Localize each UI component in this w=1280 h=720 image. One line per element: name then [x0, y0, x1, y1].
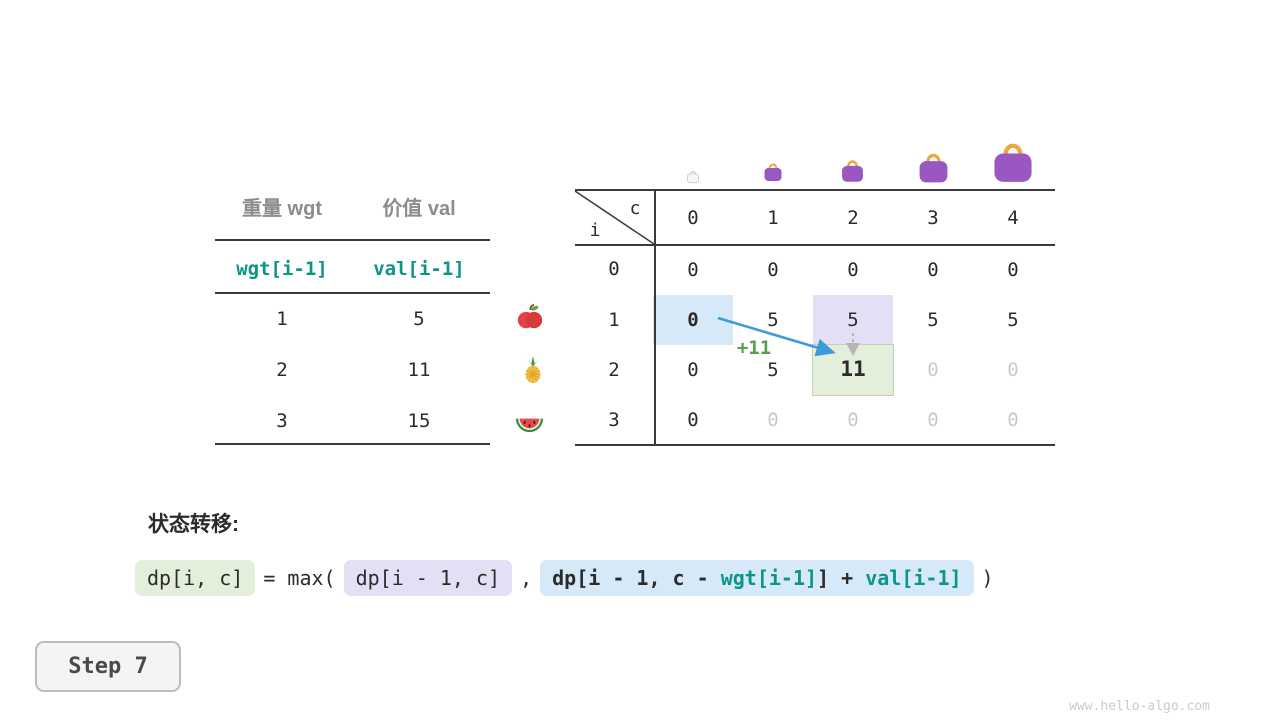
- items-table-bottom-rule: [215, 443, 490, 445]
- dp-row-header: 3: [608, 409, 620, 431]
- formula-lhs: dp[i, c]: [135, 560, 256, 596]
- item-row-val: 15: [407, 410, 431, 432]
- dp-cell-source-left: 0: [687, 309, 699, 331]
- dp-col-header: 1: [767, 207, 779, 229]
- dp-cell: 0: [1007, 409, 1019, 431]
- formula-take-prefix: dp[i - 1, c -: [552, 566, 721, 590]
- dp-cell: 5: [767, 359, 779, 381]
- item-row-val: 5: [413, 308, 425, 330]
- formula-take-mid: ] +: [817, 566, 866, 590]
- corner-row-label: i: [589, 220, 601, 241]
- formula-separator: ,: [520, 566, 533, 590]
- pineapple-icon: [525, 356, 541, 384]
- step-label: Step 7: [68, 654, 148, 679]
- bag-large-icon: [919, 153, 948, 183]
- dp-col-header: 0: [687, 207, 699, 229]
- dp-cell: 5: [927, 309, 939, 331]
- dp-table-vertical-rule: [654, 189, 656, 446]
- item-row-wgt: 1: [276, 308, 288, 330]
- dp-cell: 5: [1007, 309, 1019, 331]
- dp-col-header: 2: [847, 207, 859, 229]
- bag-xlarge-icon: [994, 143, 1032, 182]
- dp-cell: 0: [847, 409, 859, 431]
- transition-formula: dp[i, c] = max( dp[i - 1, c] , dp[i - 1,…: [135, 560, 994, 596]
- items-col-header-val: 价值 val: [382, 198, 456, 220]
- formula-option-take: dp[i - 1, c - wgt[i-1]] + val[i-1]: [540, 560, 974, 596]
- formula-close-paren: ): [981, 566, 994, 590]
- watermark: www.hello-algo.com: [1069, 699, 1210, 714]
- items-table-header-rule: [215, 239, 490, 241]
- dp-cell: 0: [1007, 259, 1019, 281]
- watermelon-icon: [515, 418, 544, 433]
- dp-cell: 0: [927, 409, 939, 431]
- step-badge: Step 7: [35, 641, 181, 692]
- corner-col-label: c: [629, 198, 641, 219]
- items-formula-val: val[i-1]: [373, 258, 465, 280]
- dp-cell-current: 11: [840, 357, 866, 381]
- items-formula-wgt: wgt[i-1]: [236, 258, 328, 280]
- formula-take-wgt: wgt[i-1]: [720, 566, 818, 590]
- transfer-annotation: +11: [736, 337, 772, 359]
- dp-row-header: 0: [608, 258, 620, 280]
- items-table-mid-rule: [215, 292, 490, 294]
- dp-cell: 0: [927, 359, 939, 381]
- formula-take-val: val[i-1]: [865, 566, 962, 590]
- dp-cell: 0: [687, 409, 699, 431]
- dp-row-header: 2: [608, 359, 620, 381]
- dp-cell: 0: [927, 259, 939, 281]
- bag-medium-icon: [842, 160, 863, 182]
- dp-cell: 0: [687, 259, 699, 281]
- transition-title: 状态转移:: [148, 513, 239, 536]
- dp-cell: 5: [767, 309, 779, 331]
- apple-icon: [517, 303, 543, 329]
- dp-table-header-rule: [575, 244, 1055, 246]
- dp-row-header: 1: [608, 309, 620, 331]
- item-row-val: 11: [407, 359, 431, 381]
- dp-cell: 0: [847, 259, 859, 281]
- items-col-header-wgt: 重量 wgt: [242, 198, 322, 220]
- item-row-wgt: 3: [276, 410, 288, 432]
- formula-operator: = max(: [263, 566, 336, 590]
- dp-cell: 0: [687, 359, 699, 381]
- dp-col-header: 3: [927, 207, 939, 229]
- dp-cell: 0: [767, 409, 779, 431]
- dp-cell: 0: [767, 259, 779, 281]
- item-row-wgt: 2: [276, 359, 288, 381]
- dp-table-bottom-rule: [575, 444, 1055, 446]
- bag-empty-icon: [686, 170, 700, 184]
- dp-table-top-rule: [575, 189, 1055, 191]
- dp-cell: 0: [1007, 359, 1019, 381]
- bag-small-icon: [764, 163, 782, 181]
- dp-cell-source-above: 5: [847, 309, 859, 331]
- dp-col-header: 4: [1007, 207, 1019, 229]
- formula-option-keep: dp[i - 1, c]: [343, 560, 513, 596]
